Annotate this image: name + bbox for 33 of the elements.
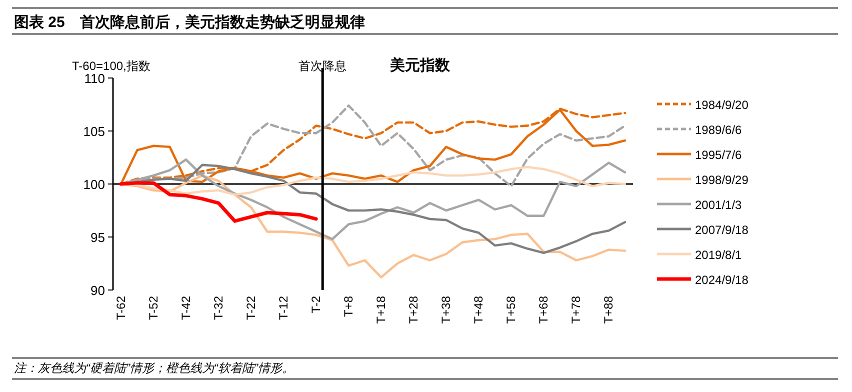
y-tick-label: 110 (84, 71, 105, 86)
x-tick-label: T+48 (472, 296, 486, 324)
x-tick-label: T-42 (179, 296, 194, 320)
y-tick-label: 105 (83, 124, 105, 139)
x-tick-label: T+28 (406, 296, 421, 324)
x-tick-label: T+88 (602, 296, 616, 324)
legend-label: 2019/8/1 (695, 248, 742, 262)
legend-label: 2007/9/18 (695, 223, 749, 237)
legend-label: 1989/6/6 (695, 123, 742, 137)
x-tick-label: T+58 (504, 296, 518, 324)
chart-subtitle: 美元指数 (389, 56, 451, 74)
x-tick-label: T-2 (309, 296, 324, 314)
legend-label: 1995/7/6 (695, 148, 742, 162)
chart-title: 图表 25 首次降息前后，美元指数走势缺乏明显规律 (14, 13, 365, 31)
y-tick-label: 100 (83, 177, 105, 192)
legend-label: 1984/9/20 (695, 98, 749, 112)
x-tick-label: T+8 (342, 296, 356, 318)
x-tick-label: T+78 (569, 296, 584, 324)
y-tick-label: 95 (90, 230, 105, 245)
x-tick-label: T-12 (276, 296, 291, 320)
legend-label: 1998/9/29 (695, 173, 749, 187)
y-axis-title: T-60=100,指数 (72, 59, 150, 73)
x-tick-label: T-62 (114, 296, 128, 320)
x-tick-label: T-52 (146, 296, 161, 320)
text: 注：灰色线为“硬着陆”情形；橙色线为“软着陆”情形。 (14, 361, 294, 375)
legend-label: 2001/1/3 (695, 198, 742, 212)
legend-label: 2024/9/18 (695, 273, 749, 287)
x-tick-label: T+18 (374, 296, 388, 324)
x-tick-label: T-22 (244, 296, 258, 320)
x-tick-label: T+38 (439, 296, 454, 324)
x-tick-label: T+68 (536, 296, 551, 324)
x-tick-label: T-32 (212, 296, 226, 320)
y-tick-label: 90 (90, 283, 105, 298)
